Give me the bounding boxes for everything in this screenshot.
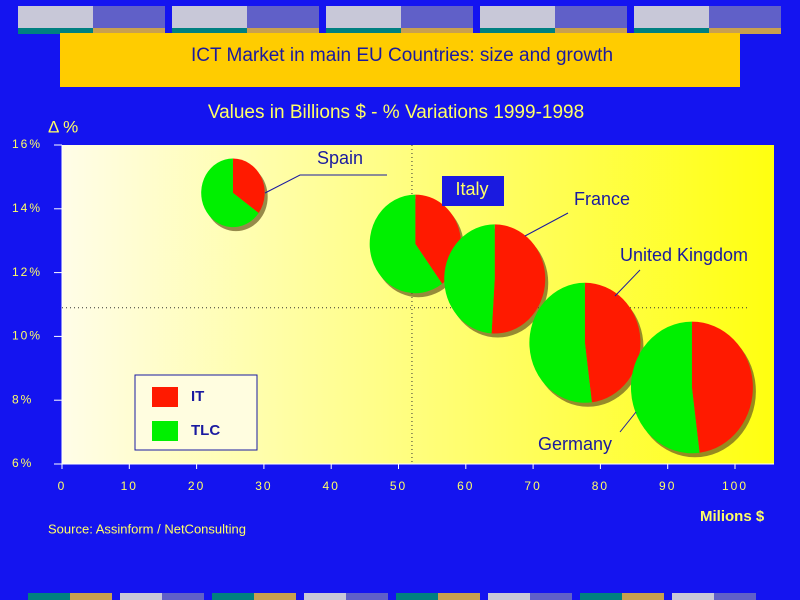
leader-line [619,411,637,433]
point-label: United Kingdom [620,245,748,265]
x-tick-label: 40 [323,479,340,493]
legend-swatch [152,421,178,441]
pie-slice [630,321,700,454]
x-tick-label: 10 [121,479,138,493]
label-box [442,176,504,206]
leader-line [614,269,641,297]
pie-slice [491,224,546,334]
point-label: Spain [317,148,363,168]
leader-line [524,212,569,237]
pie-slice [232,158,265,214]
pie [201,158,268,232]
chart-title: ICT Market in main EU Countries: size an… [191,45,613,66]
x-axis-label: Milions $ [700,508,765,525]
top-decoration [18,6,781,34]
x-tick-label: 70 [524,479,541,493]
x-tick-label: 90 [659,479,676,493]
pie [630,321,756,458]
y-tick-label: 10% [12,329,42,343]
y-tick-label: 16% [12,137,42,151]
x-tick-label: 30 [255,479,272,493]
y-tick-label: 6% [12,456,33,470]
title-box [60,33,740,87]
x-tick-label: 50 [390,479,407,493]
point-label: France [574,189,630,209]
pie-slice [691,321,753,453]
pie-slice [529,282,592,403]
legend-swatch [152,387,178,407]
pie-slice [444,224,495,334]
x-tick-label: 60 [457,479,474,493]
x-tick-label: 0 [58,479,67,493]
y-axis-label: Δ % [48,117,78,136]
leader-line [264,174,387,194]
pie [529,282,644,407]
chart-layer: 6% 8% 10% 12% 14% 16% 0 10 20 30 40 50 60 70 80 90 100 Sp… [12,137,774,493]
source: Source: Assinform / NetConsulting [48,521,246,536]
point-label: Germany [538,434,612,454]
subtitle: Values in Billions $ - % Variations 1999… [208,102,584,123]
x-tick-label: 80 [592,479,609,493]
pie-slice [584,282,641,403]
y-tick-label: 12% [12,265,42,279]
pie [444,224,549,338]
bottom-decoration [28,593,756,600]
pie-slice [201,158,259,228]
point-label: Italy [455,179,488,199]
pie-slice [369,194,443,294]
x-tick-label: 20 [188,479,205,493]
pie [369,194,464,298]
y-tick-label: 8% [12,392,33,406]
legend-label: IT [191,388,204,405]
x-tick-label: 100 [722,479,748,493]
legend-label: TLC [191,422,220,439]
y-tick-label: 14% [12,201,42,215]
